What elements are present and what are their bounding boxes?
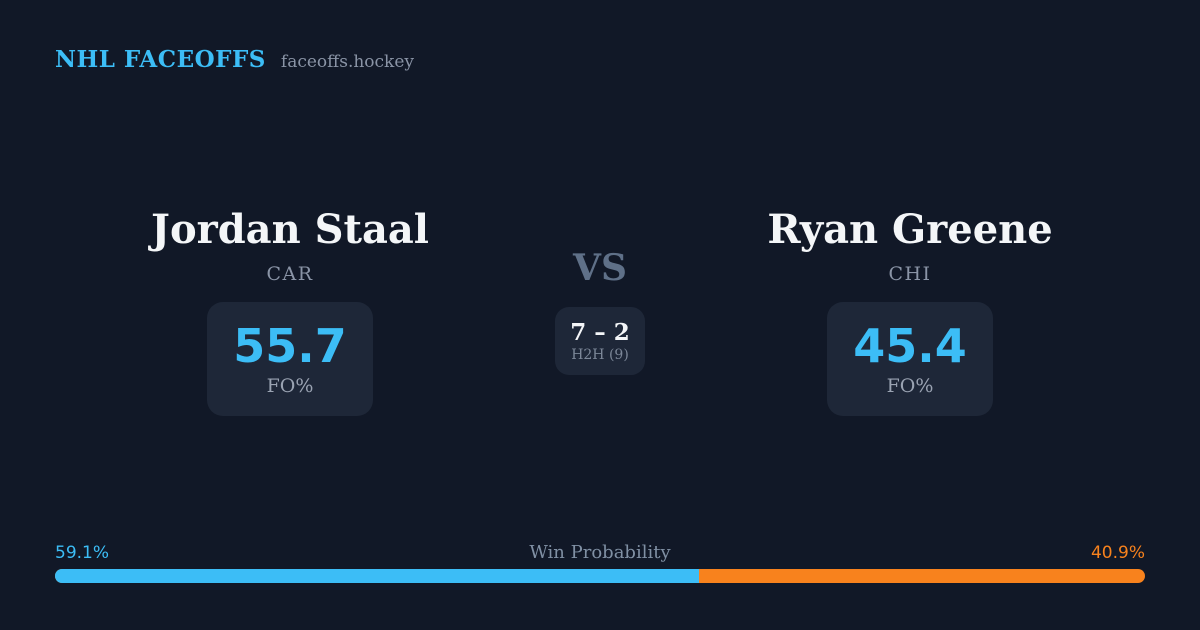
win-probability-bar-left-fill [55, 569, 700, 583]
header: NHL FACEOFFS faceoffs.hockey [55, 46, 414, 73]
right-player-team: CHI [888, 263, 932, 285]
vs-label: VS [573, 247, 627, 289]
right-fo-pct-value: 45.4 [853, 319, 967, 373]
right-stat-card: 45.4 FO% [827, 302, 993, 416]
left-win-probability: 59.1% [55, 543, 110, 563]
vs-section: VS 7 – 2 H2H (9) [520, 249, 680, 375]
left-player-team: CAR [266, 263, 314, 285]
h2h-label: H2H (9) [571, 346, 629, 363]
left-fo-pct-value: 55.7 [233, 319, 347, 373]
left-fo-pct-label: FO% [266, 375, 314, 397]
right-player-name: Ryan Greene [767, 206, 1053, 253]
right-player-section: Ryan Greene CHI 45.4 FO% [740, 208, 1080, 416]
left-player-name: Jordan Staal [151, 206, 429, 253]
brand-title: NHL FACEOFFS [55, 46, 266, 73]
h2h-card: 7 – 2 H2H (9) [555, 307, 645, 375]
h2h-score: 7 – 2 [570, 318, 630, 346]
win-probability-labels: 59.1% Win Probability 40.9% [55, 542, 1145, 563]
left-stat-card: 55.7 FO% [207, 302, 373, 416]
right-fo-pct-label: FO% [886, 375, 934, 397]
left-player-section: Jordan Staal CAR 55.7 FO% [120, 208, 460, 416]
right-win-probability: 40.9% [1090, 543, 1145, 563]
win-probability-bar [55, 569, 1145, 583]
site-url: faceoffs.hockey [280, 52, 415, 72]
win-probability-title: Win Probability [529, 542, 671, 563]
